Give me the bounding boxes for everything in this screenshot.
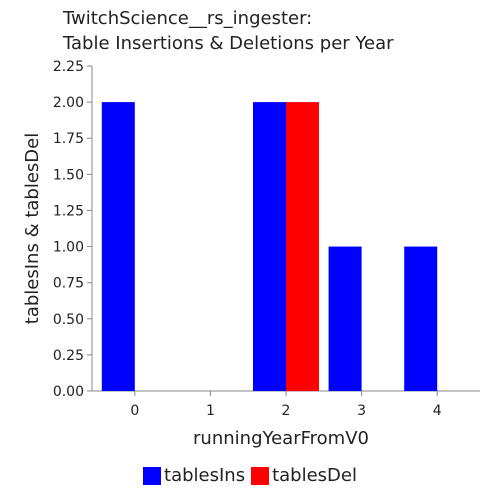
bar-tablesDel-2: [286, 102, 319, 391]
x-tick-label: 3: [357, 403, 366, 419]
bar-tablesIns-3: [328, 246, 362, 391]
legend: tablesIns tablesDel: [0, 465, 500, 486]
chart-title-line-1: TwitchScience__rs_ingester:: [63, 8, 313, 29]
legend-label-tablesIns: tablesIns: [164, 465, 246, 486]
y-tick-label: 2.25: [53, 59, 84, 75]
bar-tablesIns-0: [101, 102, 135, 391]
x-tick-label: 1: [206, 403, 215, 419]
bar-tablesIns-2: [253, 102, 286, 391]
legend-item-tablesIns: tablesIns: [143, 465, 245, 486]
y-tick-label: 0.00: [53, 384, 84, 400]
y-tick-label: 0.50: [53, 312, 84, 328]
legend-swatch-tablesDel: [251, 466, 270, 485]
y-tick-label: 1.75: [53, 131, 84, 147]
x-axis-label: runningYearFromV0: [193, 428, 369, 449]
y-tick-label: 2.00: [53, 95, 84, 111]
x-tick-label: 4: [433, 403, 442, 419]
y-axis-label: tablesIns & tablesDel: [22, 133, 43, 324]
legend-label-tablesDel: tablesDel: [272, 465, 357, 486]
y-tick-label: 1.50: [53, 167, 84, 183]
y-tick-label: 1.00: [53, 240, 84, 256]
chart-title-line-2: Table Insertions & Deletions per Year: [63, 33, 394, 54]
legend-item-tablesDel: tablesDel: [251, 465, 357, 486]
x-tick-label: 0: [130, 403, 139, 419]
y-tick-label: 0.25: [53, 348, 84, 364]
y-tick-label: 1.25: [53, 203, 84, 219]
x-tick-label: 2: [282, 403, 291, 419]
bar-tablesIns-4: [404, 246, 438, 391]
y-tick-label: 0.75: [53, 276, 84, 292]
legend-swatch-tablesIns: [143, 466, 162, 485]
